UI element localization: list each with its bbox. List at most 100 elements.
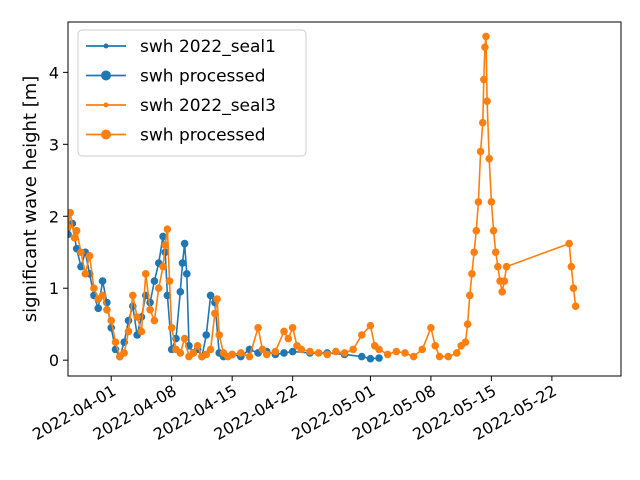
legend-label: swh 2022_seal3 [140,96,276,116]
legend-box [77,29,307,157]
data-point [88,254,92,258]
data-point [433,344,437,348]
data-point [496,265,500,269]
processed-point [68,230,72,239]
data-point [470,272,474,276]
data-point [489,200,493,204]
data-point [165,293,169,298]
data-point [569,265,573,269]
data-point [482,77,486,82]
legend-label: swh processed [140,67,266,87]
data-point [273,349,277,354]
data-point [491,229,496,233]
data-point [126,329,131,333]
y-axis-label: significant wave height [m] [20,76,41,323]
data-point [468,293,472,298]
data-point [174,347,178,351]
legend-marker [101,129,111,140]
data-point [75,229,79,233]
data-point [96,297,100,301]
y-axis: 0 1 2 3 4 [49,63,68,370]
data-point [178,290,182,294]
data-point [247,354,252,359]
data-point [282,329,286,333]
data-point [368,357,373,361]
data-point [79,250,83,254]
data-point [308,349,312,354]
data-point [498,279,502,283]
data-point [342,351,347,355]
legend-entry: swh 2022_seal1 [86,37,276,57]
data-point [247,347,252,351]
data-point [295,344,299,348]
data-point [481,121,485,125]
legend-entry: swh processed [86,126,266,146]
series-2 [68,32,580,361]
legend-marker [101,70,111,81]
data-point [455,351,459,355]
data-point [208,293,213,298]
data-point [420,347,424,351]
data-point [122,340,126,344]
data-point [122,351,126,355]
data-point [183,336,187,341]
data-point [485,99,489,103]
data-point [256,351,260,355]
y-tick-label: 4 [49,63,59,82]
data-point [360,333,364,337]
data-point [161,234,165,239]
data-point [92,293,96,298]
data-point [502,279,506,283]
data-point [571,286,576,290]
data-point [394,349,398,354]
data-point [144,272,148,276]
series-layer [68,32,580,363]
plot-frame [67,21,622,377]
data-point [474,229,478,233]
data-point [215,297,219,301]
y-tick-label: 1 [49,279,59,298]
data-point [282,351,286,355]
data-point [483,45,487,49]
y-tick-label: 2 [49,207,59,226]
y-tick-label: 0 [49,351,59,370]
data-point [200,354,204,359]
data-point [291,349,295,354]
data-point [100,293,105,298]
data-point [92,286,96,290]
data-point [185,272,189,276]
data-point [494,250,498,254]
data-point [157,286,161,290]
data-point [187,344,191,348]
data-point [325,352,329,357]
data-point [135,333,139,337]
data-point [113,340,118,344]
data-point [446,354,450,359]
data-point [472,250,476,254]
data-point [504,265,509,269]
data-point [373,344,377,348]
data-point [170,326,174,330]
data-point [165,227,169,231]
data-point [180,261,185,265]
data-point [230,352,234,357]
data-point [72,236,77,240]
data-point [260,347,265,351]
data-point [83,272,87,276]
data-point [377,347,381,351]
data-point [386,352,390,357]
data-point [299,347,303,351]
data-point [334,349,338,354]
processed-point [68,223,72,231]
data-point [118,354,122,359]
data-point [459,344,463,348]
data-point [567,242,571,246]
data-point [163,243,167,247]
data-point [100,279,105,283]
data-point [131,293,135,298]
data-point [463,340,468,344]
data-point [500,290,504,294]
data-point [484,34,488,38]
legend-marker [103,102,109,108]
